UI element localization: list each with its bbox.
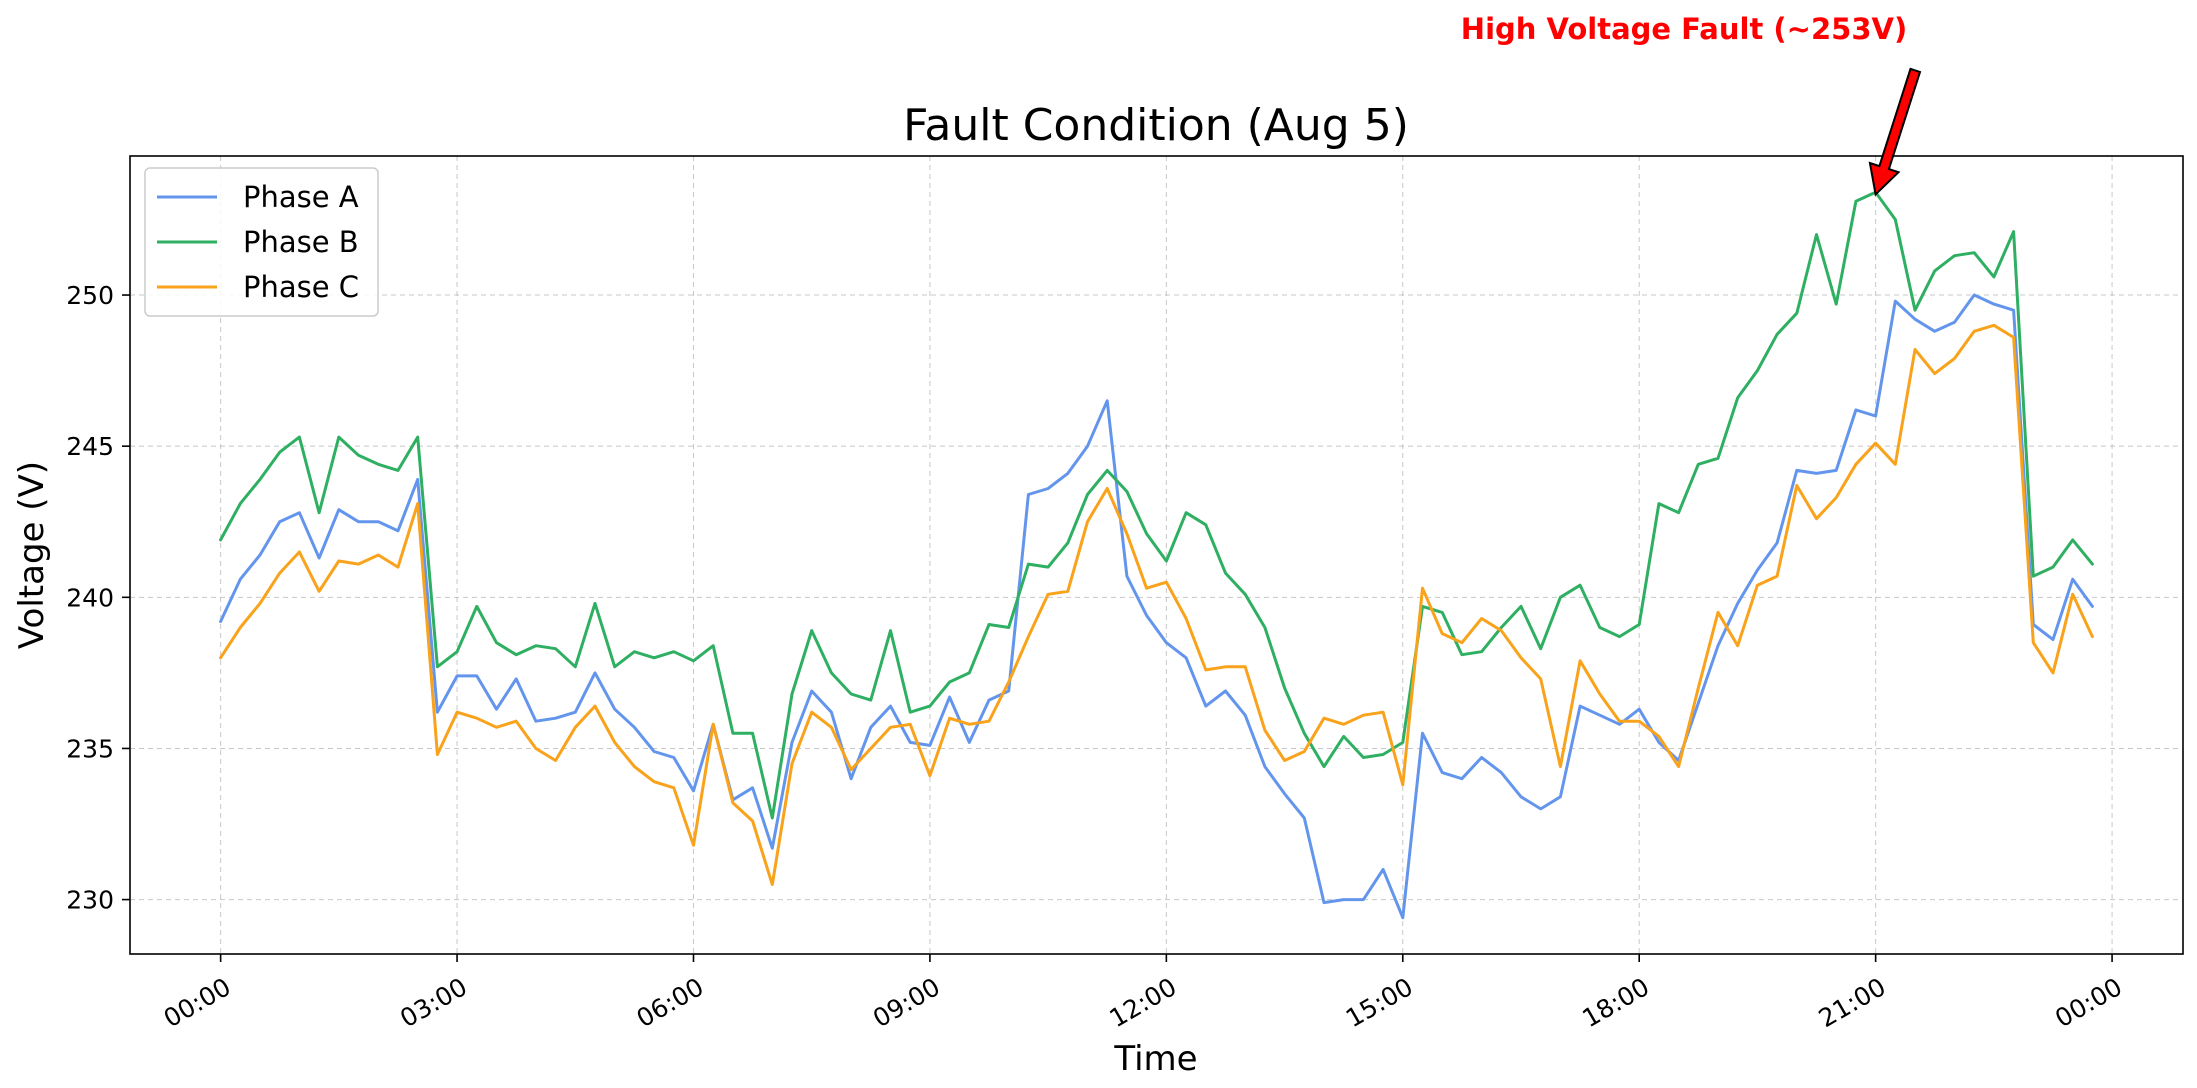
- chart-title: Fault Condition (Aug 5): [903, 100, 1409, 151]
- fault-annotation: High Voltage Fault (~253V): [1461, 12, 1922, 197]
- series-lines: [219, 190, 2094, 920]
- series-line-phase-c: [219, 323, 2094, 886]
- y-tick-label: 235: [66, 734, 114, 763]
- series-line-phase-b: [219, 190, 2094, 820]
- series-line-phase-a: [219, 293, 2094, 920]
- fault-arrow-icon: [1868, 67, 1922, 197]
- legend: Phase A Phase B Phase C: [144, 167, 379, 317]
- grid: [130, 156, 2183, 954]
- y-axis-label: Voltage (V): [12, 461, 52, 649]
- y-tick-label: 250: [66, 281, 114, 310]
- x-axis-label: Time: [1113, 1039, 1197, 1079]
- y-tick-label: 240: [66, 583, 114, 612]
- legend-label: Phase C: [243, 270, 359, 304]
- fault-annotation-text: High Voltage Fault (~253V): [1461, 12, 1907, 46]
- legend-label: Phase B: [243, 225, 359, 259]
- plot-frame: [129, 155, 2184, 955]
- y-tick-label: 230: [66, 886, 114, 915]
- legend-label: Phase A: [243, 180, 359, 214]
- y-tick-label: 245: [66, 432, 114, 461]
- y-axis: 230 235 240 245 250: [66, 281, 130, 915]
- legend-box: [144, 167, 379, 317]
